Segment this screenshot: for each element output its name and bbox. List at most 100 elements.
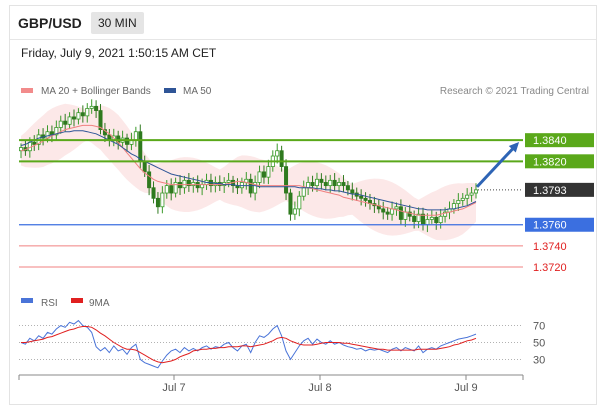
rsi-tick-label-30: 30 [533,354,545,366]
candle-body [239,182,244,189]
candle-body [465,194,470,199]
candle-body [138,131,143,162]
candle-body [319,178,324,183]
candle-body [473,189,478,194]
rsi-panel: 70 50 30 [19,319,545,369]
candle-body [434,216,439,224]
candle-body [398,206,403,220]
candle-body [182,179,187,189]
level-tag-1.3793 [525,182,594,197]
candle-body [54,127,59,136]
candle-body [32,141,37,145]
candle-body [359,195,364,199]
bollinger-legend-label: MA 20 + Bollinger Bands [41,86,151,97]
candle-body [257,171,262,183]
candle-body [394,206,399,210]
candle-body [248,178,253,194]
candle-body [341,182,346,187]
candle-body [385,211,390,215]
candle-body [266,166,271,178]
candle-body [18,147,23,152]
ma20-line [20,124,477,216]
candle-body [456,200,461,205]
candle-body [164,185,169,194]
candle-body [58,120,63,128]
level-label-1.3740: 1.3740 [533,241,567,253]
x-tick-label-1: Jul 8 [308,382,331,394]
candle-body [403,211,408,220]
candle-body [186,179,191,187]
candle-body [284,166,289,194]
candle-body [310,182,315,187]
candle-body [72,116,77,120]
copyright-credit: Research © 2021 Trading Central [440,86,589,97]
chart-timestamp: Friday, July 9, 2021 1:50:15 AM CET [21,46,217,60]
candle-body [279,150,284,168]
x-tick-label-2: Jul 9 [454,382,477,394]
currency-pair-title: GBP/USD [18,15,82,31]
chart-card: GBP/USD 30 MIN Friday, July 9, 2021 1:50… [9,5,597,405]
candle-body [213,182,218,187]
candle-body [261,171,266,178]
price-levels: 1.3840 1.3820 1.3793 1.3760 1.3740 1.3720 [19,133,594,274]
candle-body [381,208,386,213]
candle-body [301,187,306,197]
arrow-shaft [475,143,519,188]
candle-body [67,116,72,125]
candle-body [169,185,174,194]
ma50-line [20,130,477,211]
rsi-tick-label-50: 50 [533,338,545,350]
candle-body [323,182,328,187]
x-axis-ticks: Jul 7 Jul 8 Jul 9 [162,375,478,394]
candle-body [288,192,293,215]
candle-body [142,160,147,173]
candle-body [443,211,448,217]
bollinger-bands [21,103,476,241]
candle-body [63,120,68,125]
x-tick-label-0: Jul 7 [162,382,185,394]
candle-body [125,137,130,145]
candle-body [133,131,138,141]
level-tag-1.3760 [525,217,594,232]
ma50-legend-swatch [164,88,176,93]
moving-averages [20,124,477,216]
level-label-1.3820: 1.3820 [533,156,567,168]
ma9-legend-swatch [71,298,83,303]
candle-body [160,192,165,208]
level-label-1.3793: 1.3793 [533,185,567,197]
candle-body [253,182,258,194]
ma50-legend-label: MA 50 [183,86,212,97]
candle-body [416,213,421,222]
candle-body [147,171,152,189]
candle-body [350,189,355,194]
timeframe-button[interactable]: 30 MIN [91,12,144,34]
rsi-legend-label: RSI [41,298,58,309]
candle-body [89,105,94,109]
candle-body [425,219,430,226]
candle-body [420,213,425,226]
ma9-line [21,326,477,364]
rsi-legend-swatch [21,298,33,303]
rsi-tick-label-70: 70 [533,321,545,333]
candle-body [337,182,342,187]
level-label-1.3840: 1.3840 [533,135,567,147]
candle-body [390,208,395,215]
level-label-1.3720: 1.3720 [533,262,567,274]
candle-body [151,187,156,199]
candle-body [80,112,85,117]
candle-body [469,192,474,196]
arrow-head [508,141,520,153]
candle-body [155,197,160,208]
candle-body [429,216,434,220]
candle-body [314,178,319,187]
level-tag-1.3820 [525,154,594,169]
candle-body [412,215,417,222]
rsi-line [20,319,477,369]
candle-body [297,195,302,210]
candle-body [85,108,90,117]
candle-body [292,208,297,215]
level-tag-1.3840 [525,133,594,148]
chart-header: GBP/USD 30 MIN [10,6,596,40]
candle-body [76,112,81,120]
